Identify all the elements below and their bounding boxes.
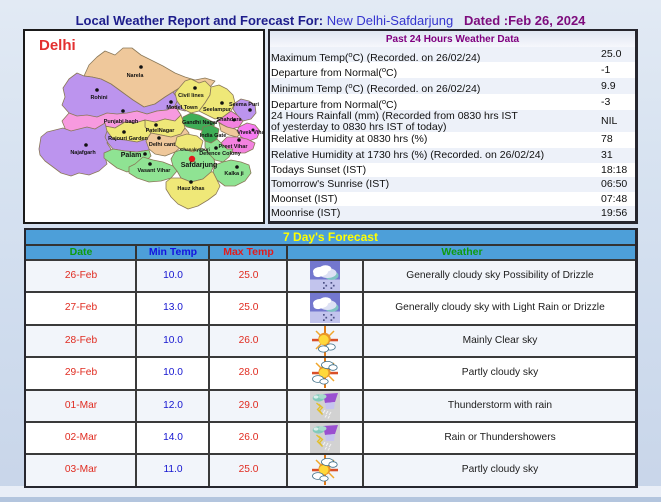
svg-text:Rajouri Garden: Rajouri Garden: [108, 136, 148, 142]
svg-text:PatelNagar: PatelNagar: [146, 128, 176, 134]
svg-text:Vivek Vihar: Vivek Vihar: [237, 130, 264, 136]
svg-text:Preet Vihar: Preet Vihar: [219, 144, 249, 150]
svg-text:Seelampur: Seelampur: [203, 107, 232, 113]
svg-text:Model Town: Model Town: [166, 105, 198, 111]
svg-text:Rohini: Rohini: [90, 95, 108, 101]
svg-text:Palam: Palam: [121, 152, 142, 159]
svg-text:Defence Colony: Defence Colony: [199, 151, 242, 157]
svg-text:Vasant Vihar: Vasant Vihar: [138, 168, 172, 174]
svg-text:Safdarjung: Safdarjung: [181, 162, 218, 169]
svg-text:Civil lines: Civil lines: [178, 93, 204, 99]
svg-text:Shahdara: Shahdara: [216, 117, 242, 123]
svg-text:Kalka ji: Kalka ji: [224, 171, 244, 177]
svg-text:Najafgarh: Najafgarh: [70, 150, 96, 156]
svg-text:Narela: Narela: [127, 73, 145, 79]
svg-text:Chanakyapuri: Chanakyapuri: [180, 147, 210, 152]
svg-text:India Gate: India Gate: [200, 133, 227, 139]
svg-text:Seema Puri: Seema Puri: [229, 102, 259, 108]
svg-text:Hauz khas: Hauz khas: [177, 186, 204, 192]
svg-text:Gandhi Nagar: Gandhi Nagar: [182, 120, 219, 126]
svg-text:Delhi cant: Delhi cant: [149, 142, 175, 148]
svg-text:Punjabi bagh: Punjabi bagh: [104, 119, 139, 125]
